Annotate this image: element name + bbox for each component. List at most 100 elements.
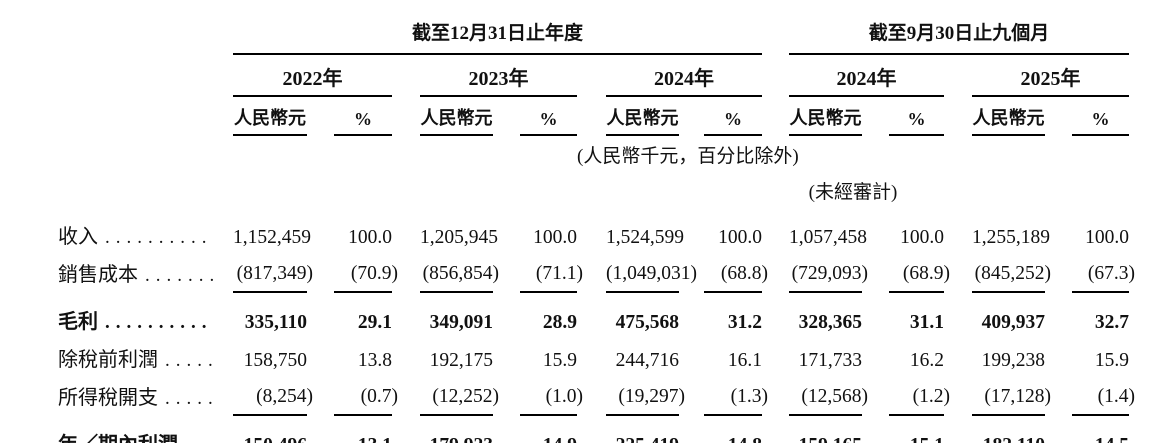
cell-value: 179,923 [420, 415, 493, 443]
table-body: 收入.......... 1,152,459 100.0 1,205,945 100.0… [58, 204, 1135, 443]
cell-value: (8,254) [233, 377, 313, 416]
filler [944, 168, 1129, 204]
cell-value: (1.0) [520, 377, 583, 416]
spacer [944, 415, 972, 443]
row-label: 除稅前利潤 [58, 349, 158, 371]
spacer [679, 96, 704, 135]
period-header-row: 截至12月31日止年度 截至9月30日止九個月 [58, 16, 1130, 55]
spacer [762, 16, 789, 54]
row-label: 年／期內利潤 [58, 434, 178, 443]
spacer [679, 415, 704, 443]
spacer [1045, 292, 1072, 339]
cell-value: (1.4) [1072, 377, 1135, 416]
dot-leader: ....... [145, 265, 221, 286]
cell-value: 171,733 [798, 350, 862, 371]
cell-value: 199,238 [981, 350, 1045, 371]
cell-value: (68.9) [889, 254, 950, 293]
spacer [307, 415, 334, 443]
year-header-2024-9m: 2024年 [789, 54, 944, 97]
spacer [944, 96, 972, 135]
column-header-row: 人民幣元 % 人民幣元 % 人民幣元 % 人民幣元 % 人民幣元 % [58, 96, 1130, 136]
amount-header: 人民幣元 [233, 96, 307, 136]
spacer [577, 54, 606, 96]
units-note: (人民幣千元，百分比除外) [577, 146, 799, 167]
table-row: 年／期內利潤..150,49613.1179,92314.9225,41914.… [58, 415, 1129, 443]
cell-value: (68.8) [704, 254, 768, 293]
spacer [944, 339, 972, 377]
cell-value: (1.2) [889, 377, 950, 416]
cell-value: 14.8 [704, 415, 762, 443]
dot-leader: .......... [105, 227, 213, 248]
spacer [493, 96, 520, 135]
cell-value: 100.0 [533, 227, 577, 248]
filler [789, 135, 1129, 168]
cell-value: 328,365 [798, 312, 862, 333]
spacer [493, 415, 520, 443]
cell-value: (70.9) [334, 254, 398, 293]
cell-value: 31.2 [727, 312, 762, 333]
spacer [862, 96, 889, 135]
row-label-cell: 年／期內利潤.. [58, 415, 233, 443]
spacer [862, 339, 889, 377]
cell-value: 409,937 [981, 312, 1045, 333]
spacer [493, 339, 520, 377]
cell-value: (729,093) [789, 254, 868, 293]
cell-value: (856,854) [420, 254, 499, 293]
cell-value: 159,165 [789, 415, 862, 443]
units-note-row: (人民幣千元，百分比除外) [58, 135, 1129, 168]
row-label-cell: 除稅前利潤..... [58, 339, 233, 377]
spacer [392, 292, 420, 339]
dot-leader: ..... [165, 388, 219, 409]
cell-value: 16.1 [727, 350, 762, 371]
percent-header: % [889, 96, 944, 136]
table-row: 銷售成本....... (817,349) (70.9) (856,854) (71.1… [58, 254, 1135, 293]
table-header: 截至12月31日止年度 截至9月30日止九個月 2022年 2023年 2024… [58, 16, 1130, 204]
cell-value: 15.1 [889, 415, 944, 443]
cell-value: 100.0 [718, 227, 762, 248]
cell-value: 475,568 [615, 312, 679, 333]
percent-header: % [520, 96, 577, 136]
cell-value: (1,049,031) [606, 254, 697, 293]
spacer [307, 96, 334, 135]
cell-value: 14.5 [1072, 415, 1129, 443]
year-header-2024: 2024年 [606, 54, 762, 97]
spacer [762, 204, 789, 254]
row-label-cell: 收入.......... [58, 204, 233, 254]
cell-value: 100.0 [900, 227, 944, 248]
percent-header: % [334, 96, 392, 136]
spacer [392, 96, 420, 135]
row-label-cell: 毛利.......... [58, 292, 233, 339]
spacer [493, 292, 520, 339]
row-label: 毛利 [58, 311, 98, 333]
spacer [392, 204, 420, 254]
spacer [1045, 415, 1072, 443]
table-row: 收入.......... 1,152,459 100.0 1,205,945 100.0… [58, 204, 1129, 254]
spacer [577, 415, 606, 443]
spacer [862, 292, 889, 339]
dot-leader: .......... [105, 312, 213, 333]
row-label-cell: 銷售成本....... [58, 254, 233, 292]
year-header-2022: 2022年 [233, 54, 392, 97]
cell-value: (0.7) [334, 377, 398, 416]
spacer [577, 204, 606, 254]
spacer [679, 292, 704, 339]
cell-value: (71.1) [520, 254, 583, 293]
unaudited-note: (未經審計) [808, 182, 898, 203]
cell-value: 1,524,599 [606, 227, 684, 248]
spacer [1045, 339, 1072, 377]
cell-value: 13.1 [334, 415, 392, 443]
spacer [762, 96, 789, 135]
amount-header: 人民幣元 [420, 96, 493, 136]
financial-summary-table: 截至12月31日止年度 截至9月30日止九個月 2022年 2023年 2024… [58, 16, 1135, 443]
cell-value: 15.9 [542, 350, 577, 371]
cell-value: 244,716 [615, 350, 679, 371]
year-header-2023: 2023年 [420, 54, 577, 97]
spacer [392, 415, 420, 443]
amount-header: 人民幣元 [606, 96, 679, 136]
year-header-row: 2022年 2023年 2024年 2024年 2025年 [58, 54, 1130, 97]
dot-leader: ..... [165, 350, 219, 371]
cell-value: 29.1 [357, 312, 392, 333]
year-header-2025-9m: 2025年 [972, 54, 1130, 97]
spacer [577, 292, 606, 339]
